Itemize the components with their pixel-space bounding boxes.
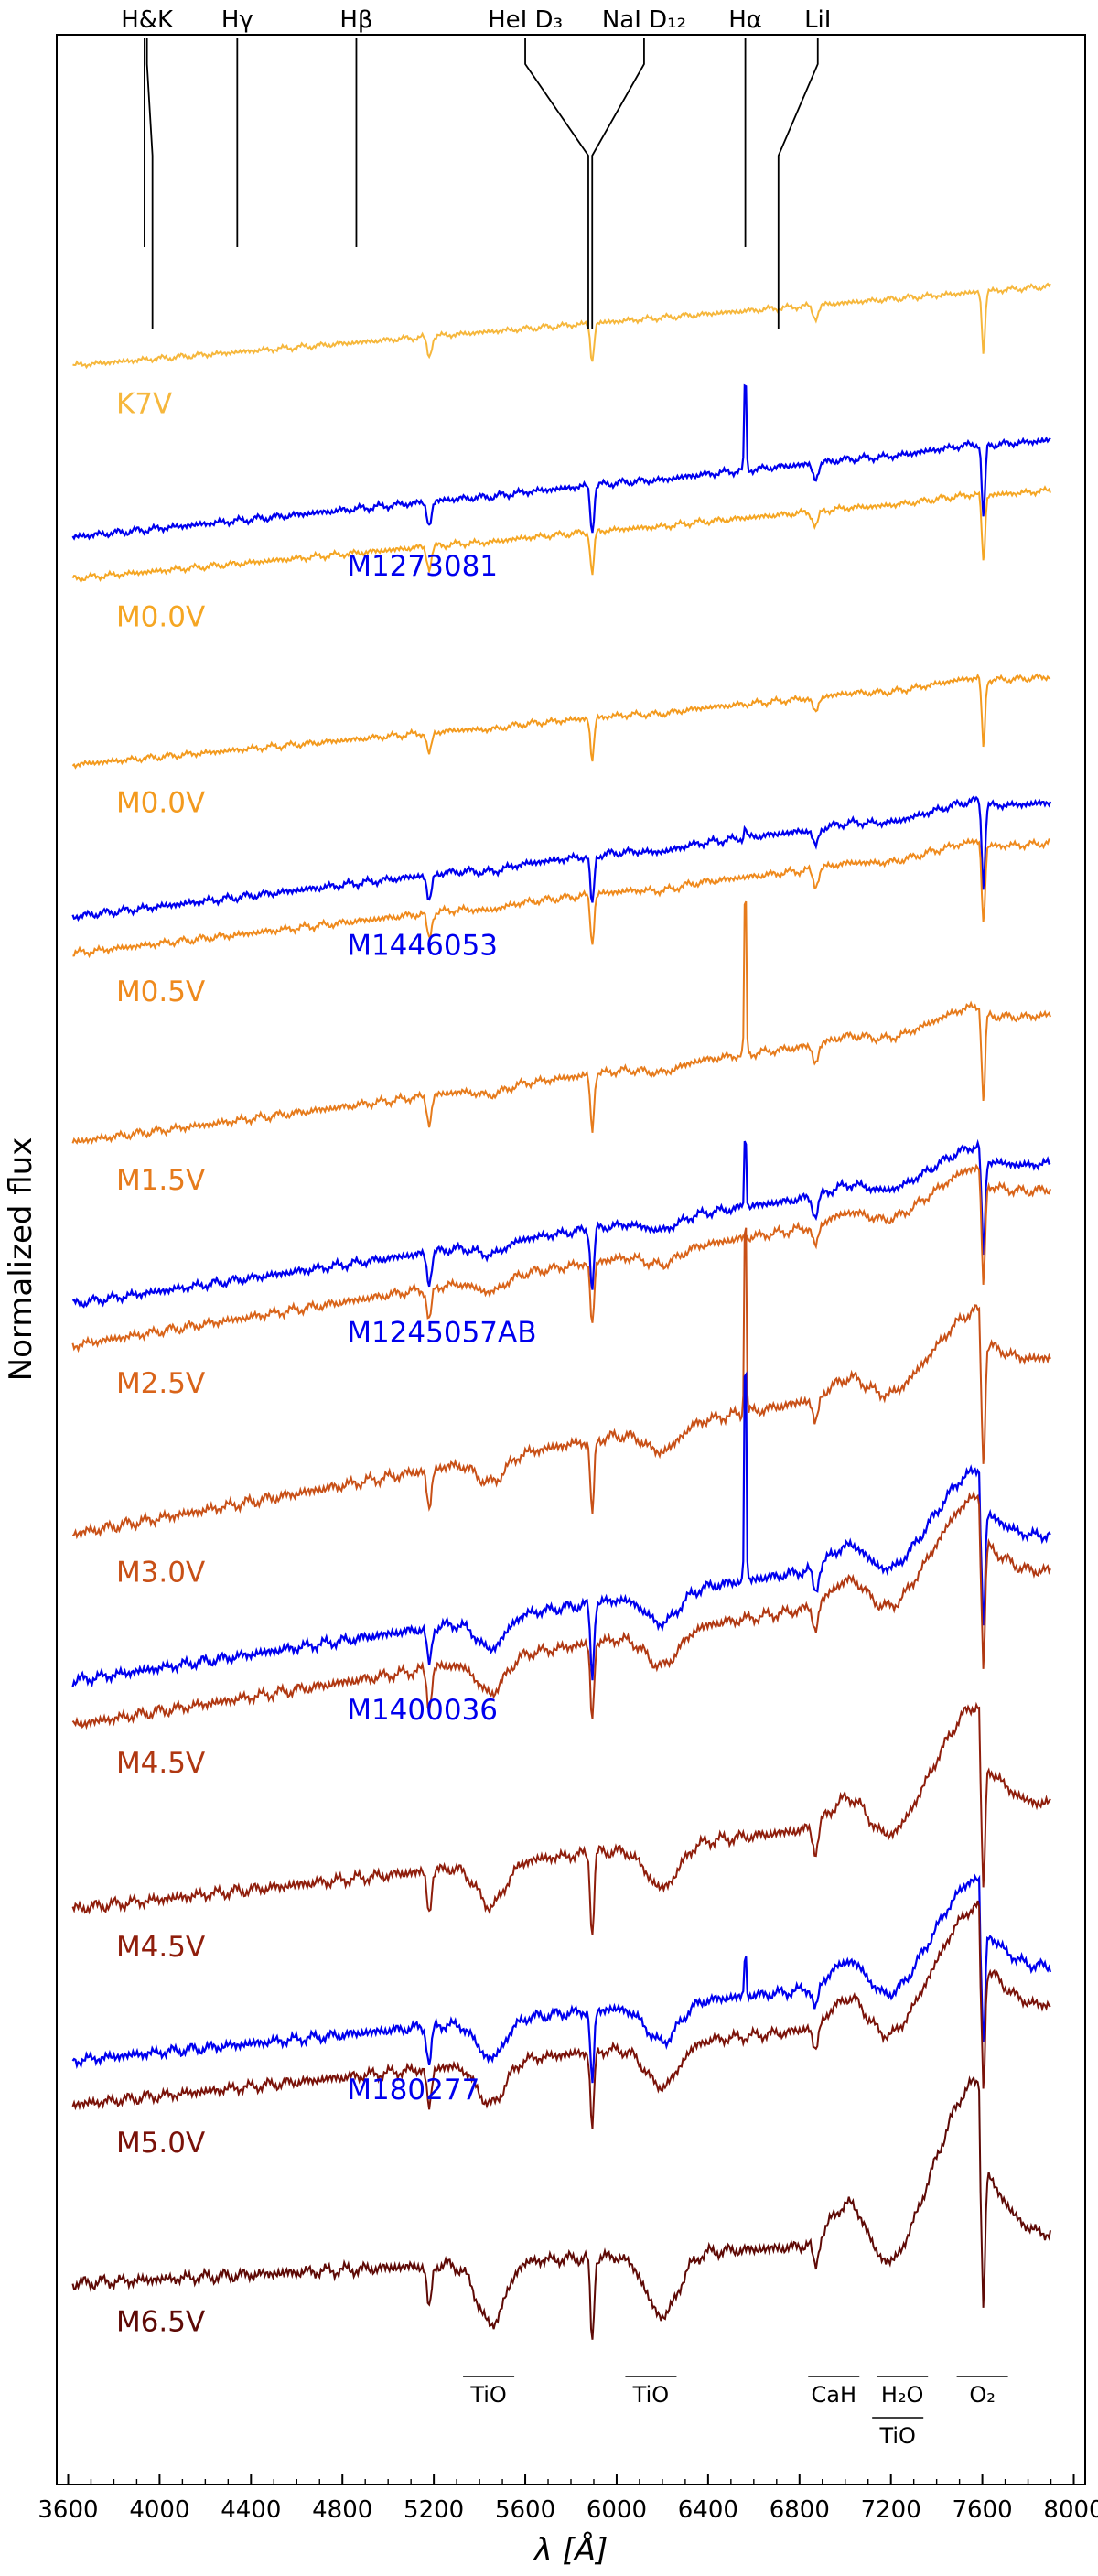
y-axis-label: Normalized flux	[3, 1137, 39, 1382]
line-marker-tick	[777, 38, 819, 329]
spectrum-line-m1446053	[71, 794, 1052, 922]
spectrum-line-m0-5v	[72, 837, 1051, 959]
spectrum-line-m3-0v	[71, 1227, 1051, 1540]
series-label: M1400036	[347, 1694, 498, 1727]
series-label: M2.5V	[116, 1367, 205, 1400]
spectrum-line-m6-5v	[71, 2075, 1051, 2340]
band-label: TiO	[469, 2382, 506, 2408]
x-tick-label: 7600	[953, 2496, 1013, 2524]
spectra-series-group	[71, 282, 1052, 2340]
x-tick-label: 6000	[587, 2496, 647, 2524]
line-marker-label: NaI D₁₂	[602, 6, 686, 34]
line-marker-group: H&K Hγ Hβ HeI D₃ NaI D₁₂ Hα LiI	[121, 6, 831, 329]
x-tick-label: 4000	[129, 2496, 189, 2524]
line-marker-tick	[145, 38, 154, 329]
x-tick-label: 6400	[678, 2496, 738, 2524]
series-label: M1245057AB	[347, 1317, 536, 1350]
band-label: H₂O	[881, 2382, 924, 2408]
band-label: TiO	[632, 2382, 669, 2408]
spectrum-line-m1400036	[71, 1371, 1051, 1688]
spectrum-line-m0-0v	[71, 485, 1051, 584]
x-tick-label: 5200	[404, 2496, 464, 2524]
line-marker-tick	[591, 38, 645, 329]
x-tick-label: 7200	[861, 2496, 921, 2524]
series-label: M0.0V	[116, 787, 205, 820]
band-label: TiO	[878, 2423, 915, 2449]
series-label: M1446053	[347, 930, 498, 963]
series-label: M3.0V	[116, 1556, 205, 1589]
band-label-group: TiO TiO CaH H₂O TiO O₂	[463, 2376, 1008, 2449]
line-marker-label: HeI D₃	[488, 6, 563, 34]
band-label: O₂	[969, 2382, 996, 2408]
x-tick-label: 4400	[221, 2496, 281, 2524]
line-marker-label: LiI	[804, 6, 831, 34]
x-axis-label: λ [Å]	[533, 2531, 608, 2569]
spectrum-line-m5-0v	[71, 1900, 1051, 2129]
series-label: M5.0V	[116, 2127, 205, 2160]
series-label-group: K7V M1273081 M0.0V M0.0V M1446053 M0.5V M1.5V M…	[116, 387, 537, 2338]
series-label: M0.5V	[116, 975, 205, 1008]
spectrum-line-m2-5v	[71, 1163, 1051, 1353]
line-marker-label: Hγ	[221, 6, 253, 34]
line-marker-label: Hβ	[339, 6, 372, 34]
spectrum-line-m1273081	[71, 383, 1051, 541]
x-tick-label: 5600	[495, 2496, 555, 2524]
spectrum-line-m4-5v	[71, 1490, 1051, 1730]
spectrum-line-m4-5v	[71, 1701, 1051, 1935]
series-label: M4.5V	[116, 1747, 205, 1780]
spectrum-line-m1-5v	[71, 900, 1051, 1145]
x-tick-label: 4800	[312, 2496, 372, 2524]
series-label: M180277	[347, 2074, 479, 2107]
series-label: K7V	[116, 387, 172, 420]
series-label: M0.0V	[116, 600, 205, 633]
spectrum-line-m0-0v	[71, 673, 1051, 770]
x-axis: 3600 4000 4400 4800 5200 5600 6000 6400 6800 7200…	[38, 2474, 1098, 2524]
band-label: CaH	[811, 2382, 856, 2408]
x-tick-label: 3600	[38, 2496, 98, 2524]
x-tick-label: 8000	[1043, 2496, 1098, 2524]
x-tick-label: 6800	[770, 2496, 830, 2524]
line-marker-label: H&K	[121, 6, 174, 34]
series-label: M6.5V	[116, 2305, 205, 2338]
series-label: M4.5V	[116, 1931, 205, 1964]
spectrum-line-m180277	[71, 1873, 1052, 2084]
line-marker-tick	[524, 38, 589, 329]
plot-frame	[56, 34, 1086, 2485]
spectrum-line-m1245057ab	[71, 1138, 1051, 1309]
series-label: M1.5V	[116, 1164, 205, 1197]
series-label: M1273081	[347, 550, 498, 583]
spectrum-line-k7v	[72, 282, 1051, 370]
line-marker-label: Hα	[728, 6, 762, 34]
